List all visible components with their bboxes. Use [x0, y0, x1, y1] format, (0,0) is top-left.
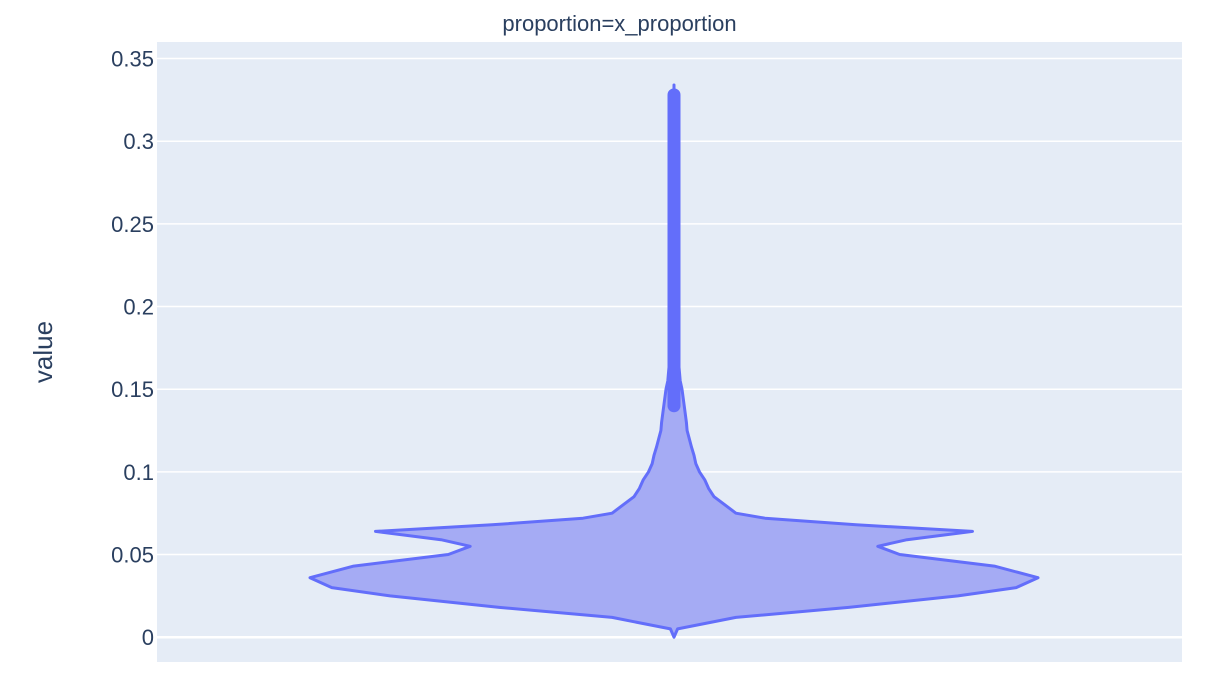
y-tick-label: 0.05 [111, 543, 154, 568]
y-tick-label: 0.3 [123, 129, 154, 154]
y-tick-label: 0.1 [123, 460, 154, 485]
chart-title: proportion=x_proportion [502, 11, 736, 36]
y-tick-label: 0 [142, 625, 154, 650]
violin-series [308, 83, 1040, 639]
y-axis-title: value [28, 321, 58, 383]
y-tick-label: 0.25 [111, 212, 154, 237]
y-tick-label: 0.2 [123, 295, 154, 320]
y-tick-label: 0.35 [111, 47, 154, 72]
y-tick-label: 0.15 [111, 377, 154, 402]
y-axis-ticks: 0 0.05 0.1 0.15 0.2 0.25 0.3 0.35 [111, 47, 154, 651]
